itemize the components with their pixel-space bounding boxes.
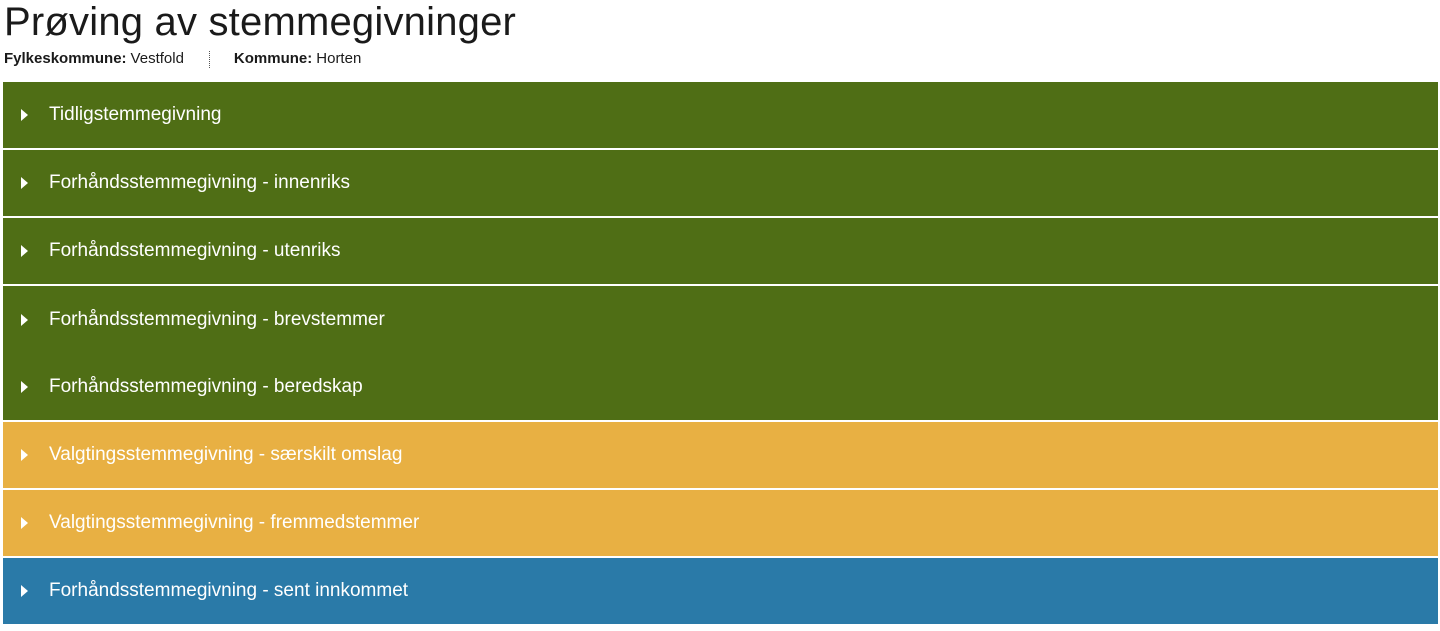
section-forhand-brevstemmer[interactable]: Forhåndsstemmegivning - brevstemmer [3,286,1438,354]
section-label: Forhåndsstemmegivning - sent innkommet [49,580,409,601]
fylkeskommune-info: Fylkeskommune: Vestfold [4,50,184,68]
caret-right-icon [21,449,28,461]
section-label: Forhåndsstemmegivning - brevstemmer [49,309,385,330]
context-info: Fylkeskommune: Vestfold Kommune: Horten [4,50,361,68]
section-forhand-utenriks[interactable]: Forhåndsstemmegivning - utenriks [3,218,1438,286]
caret-right-icon [21,585,28,597]
caret-right-icon [21,245,28,257]
section-forhand-innenriks[interactable]: Forhåndsstemmegivning - innenriks [3,150,1438,218]
accordion: Tidligstemmegivning Forhåndsstemmegivnin… [3,82,1438,624]
caret-right-icon [21,177,28,189]
caret-right-icon [21,517,28,529]
meta-separator [208,50,210,68]
page-title: Prøving av stemmegivninger [4,0,517,44]
fylkeskommune-value: Vestfold [130,50,184,67]
section-label: Forhåndsstemmegivning - innenriks [49,172,350,193]
section-forhand-beredskap[interactable]: Forhåndsstemmegivning - beredskap [3,354,1438,422]
caret-right-icon [21,314,28,326]
section-tidligstemmegivning[interactable]: Tidligstemmegivning [3,82,1438,150]
section-forhand-sent-innkommet[interactable]: Forhåndsstemmegivning - sent innkommet [3,558,1438,624]
fylkeskommune-label: Fylkeskommune: [4,50,127,67]
kommune-info: Kommune: Horten [234,50,361,68]
section-valgting-sarskilt-omslag[interactable]: Valgtingsstemmegivning - særskilt omslag [3,422,1438,490]
section-valgting-fremmedstemmer[interactable]: Valgtingsstemmegivning - fremmedstemmer [3,490,1438,558]
caret-right-icon [21,381,28,393]
section-label: Tidligstemmegivning [49,104,222,125]
kommune-label: Kommune: [233,50,313,67]
section-label: Forhåndsstemmegivning - beredskap [49,376,363,397]
kommune-value: Horten [316,50,362,67]
section-label: Valgtingsstemmegivning - fremmedstemmer [49,512,420,533]
section-label: Forhåndsstemmegivning - utenriks [49,240,341,261]
section-label: Valgtingsstemmegivning - særskilt omslag [49,444,403,465]
caret-right-icon [21,109,28,121]
